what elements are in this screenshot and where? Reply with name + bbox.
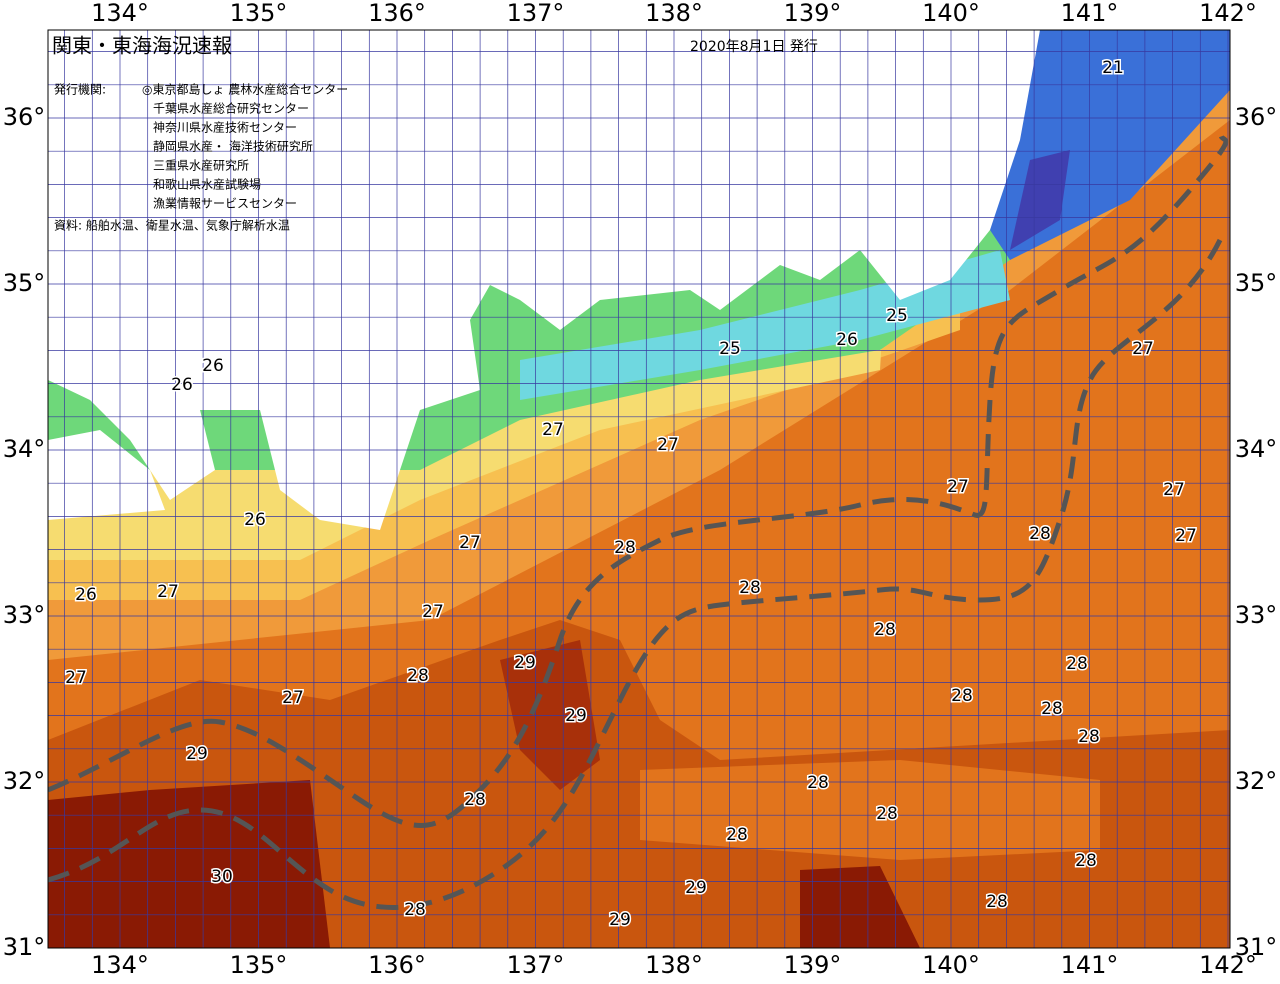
lon-label: 136° (368, 0, 426, 27)
lon-label: 138° (645, 951, 703, 979)
lat-label: 31° (3, 933, 46, 961)
lat-label: 35° (1235, 269, 1278, 297)
ticks: 134° 134° 135° 135° 136° 136° 137° 137° 138° 138°… (3, 0, 1278, 979)
contour-label: 29 (514, 653, 536, 673)
contour-label: 28 (464, 790, 486, 810)
contour-label: 28 (874, 620, 896, 640)
contour-label: 28 (1075, 851, 1097, 871)
sea-band (640, 760, 1100, 860)
lon-label: 141° (1061, 951, 1119, 979)
lat-label: 33° (1235, 601, 1278, 629)
lat-label: 33° (3, 601, 46, 629)
contour-label: 27 (1132, 339, 1154, 359)
warm-core (48, 780, 330, 948)
source: 資料: 船舶水温、衛星水温、気象庁解析水温 (54, 218, 290, 233)
contour-label: 26 (171, 375, 193, 395)
lat-label: 35° (3, 269, 46, 297)
warm-band (48, 620, 1230, 948)
lat-label: 32° (3, 767, 46, 795)
title: 関東・東海海況速報 (52, 34, 232, 58)
contour-label: 29 (186, 744, 208, 764)
warm-core (500, 640, 600, 790)
cold-water (1010, 150, 1070, 250)
lat-label: 34° (1235, 435, 1278, 463)
issuer: 漁業情報サービスセンター (153, 197, 297, 211)
lon-label: 140° (922, 951, 980, 979)
warm-core (800, 866, 920, 948)
contour-label: 28 (726, 825, 748, 845)
lat-label: 36° (1235, 103, 1278, 131)
issuers: ◎東京都島しょ 農林水産総合センター千葉県水産総合研究センター神奈川県水産技術セ… (142, 82, 348, 211)
lon-label: 136° (368, 951, 426, 979)
contour-label: 27 (282, 688, 304, 708)
contour-label: 28 (1066, 654, 1088, 674)
lat-label: 31° (1235, 933, 1278, 961)
coastal-band (520, 250, 1010, 400)
contour-label: 25 (886, 306, 908, 326)
contour-label: 27 (1163, 480, 1185, 500)
contour-label: 28 (986, 892, 1008, 912)
lon-label: 137° (507, 0, 565, 27)
contour-label: 29 (565, 706, 587, 726)
contour-label: 30 (211, 867, 233, 887)
contour-label: 28 (1041, 699, 1063, 719)
contour-label: 26 (202, 356, 224, 376)
lon-label: 139° (784, 951, 842, 979)
contour-label: 26 (244, 510, 266, 530)
contour-label: 27 (657, 435, 679, 455)
contour-label: 28 (739, 578, 761, 598)
lon-label: 137° (507, 951, 565, 979)
lat-label: 34° (3, 435, 46, 463)
map-frame (47, 29, 1231, 949)
contour-label: 28 (807, 773, 829, 793)
lon-label: 135° (230, 951, 288, 979)
land (48, 30, 1040, 530)
lat-label: 32° (1235, 767, 1278, 795)
contour-label: 27 (157, 582, 179, 602)
map-area: 21 25 25 26 26 26 27 27 27 27 27 26 27 28 28 27 27 26 27 28… (48, 30, 1230, 948)
grid (48, 30, 1230, 948)
contour-labels: 21 25 25 26 26 26 27 27 27 27 27 26 27 28 28 27 27 26 27 28… (64, 57, 1199, 932)
issuer: 神奈川県水産技術センター (153, 120, 297, 135)
lon-label: 135° (230, 0, 288, 27)
issuer: 三重県水産研究所 (153, 158, 249, 173)
kuroshio-path (48, 129, 1229, 828)
contour-label: 28 (404, 900, 426, 920)
land (48, 430, 165, 520)
contour-label: 28 (1029, 524, 1051, 544)
contour-label: 28 (876, 804, 898, 824)
issuer: 和歌山県水産試験場 (153, 177, 261, 192)
contour-label: 21 (1102, 58, 1124, 78)
lon-label: 138° (645, 0, 703, 27)
contour-label: 29 (685, 878, 707, 898)
contour-label: 27 (65, 668, 87, 688)
lat-label: 36° (3, 103, 46, 131)
lon-label: 141° (1061, 0, 1119, 27)
contour-label: 27 (1175, 526, 1197, 546)
contour-label: 27 (422, 602, 444, 622)
contour-label: 27 (947, 477, 969, 497)
contour-label: 28 (614, 538, 636, 558)
contour-label: 29 (609, 910, 631, 930)
contour-label: 25 (719, 339, 741, 359)
contour-label: 26 (75, 585, 97, 605)
lon-label: 139° (784, 0, 842, 27)
issuer-label: 発行機関: (54, 82, 106, 97)
contour-label: 28 (407, 666, 429, 686)
lon-label: 134° (91, 951, 149, 979)
contour-label: 28 (1078, 727, 1100, 747)
date: 2020年8月1日 発行 (690, 39, 818, 55)
contour-label: 27 (459, 533, 481, 553)
issuer: 静岡県水産・ 海洋技術研究所 (153, 139, 313, 154)
contour-label: 27 (542, 420, 564, 440)
contour-label: 28 (951, 686, 973, 706)
lon-label: 134° (91, 0, 149, 27)
lon-label: 140° (922, 0, 980, 27)
issuer: ◎東京都島しょ 農林水産総合センター (142, 82, 348, 97)
contour-label: 26 (836, 330, 858, 350)
issuer: 千葉県水産総合研究センター (153, 101, 309, 116)
lon-label: 142° (1199, 951, 1257, 979)
lon-label: 142° (1199, 0, 1257, 27)
